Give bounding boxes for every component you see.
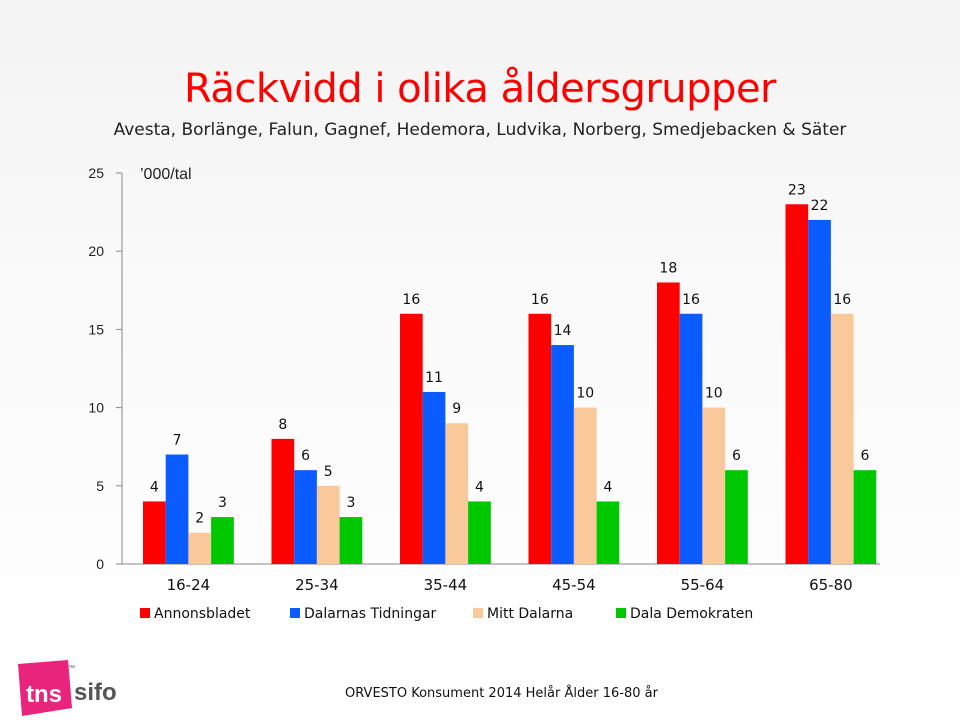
bar bbox=[573, 407, 597, 564]
data-label: 3 bbox=[218, 495, 227, 511]
bar bbox=[679, 313, 703, 564]
y-tick-label: 15 bbox=[88, 321, 104, 337]
chart-subtitle: Avesta, Borlänge, Falun, Gagnef, Hedemor… bbox=[113, 120, 847, 140]
bar bbox=[400, 313, 423, 564]
data-label: 18 bbox=[659, 260, 677, 276]
logo-sifo-text: sifo bbox=[74, 679, 117, 706]
y-tick-label: 5 bbox=[96, 478, 104, 494]
bar bbox=[702, 407, 726, 564]
bar bbox=[785, 204, 809, 564]
bar bbox=[468, 501, 491, 564]
footer-source: ORVESTO Konsument 2014 Helår Ålder 16-80… bbox=[345, 686, 658, 701]
bar bbox=[316, 485, 340, 564]
data-label: 11 bbox=[425, 370, 443, 386]
data-label: 22 bbox=[811, 198, 829, 214]
bar bbox=[211, 517, 234, 564]
bar bbox=[445, 423, 469, 564]
data-label: 6 bbox=[301, 448, 310, 464]
bar bbox=[853, 470, 877, 564]
bar bbox=[808, 219, 831, 565]
data-label: 4 bbox=[150, 479, 159, 495]
bar bbox=[188, 532, 212, 564]
data-label: 10 bbox=[576, 386, 594, 402]
data-label: 23 bbox=[788, 182, 806, 198]
legend-item: Mitt Dalarna bbox=[473, 606, 573, 622]
bar bbox=[528, 313, 552, 564]
chart-title: Räckvidd i olika åldersgrupper bbox=[183, 66, 777, 112]
unit-label: ’000/tal bbox=[140, 166, 192, 183]
logo-tns-text: tns bbox=[26, 681, 62, 708]
data-label: 10 bbox=[705, 386, 723, 402]
data-label: 7 bbox=[173, 433, 182, 449]
legend-label: Mitt Dalarna bbox=[487, 606, 574, 622]
x-tick-label: 16-24 bbox=[167, 576, 211, 594]
bar bbox=[165, 454, 189, 564]
data-label: 16 bbox=[682, 292, 700, 308]
legend-item: Dalarnas Tidningar bbox=[290, 606, 436, 622]
data-label: 9 bbox=[452, 401, 461, 417]
bar bbox=[725, 470, 748, 564]
legend-label: Dalarnas Tidningar bbox=[304, 606, 437, 622]
data-label: 5 bbox=[324, 464, 333, 480]
logo-tm: ™ bbox=[68, 665, 75, 672]
data-label: 6 bbox=[860, 448, 869, 464]
bar bbox=[294, 470, 317, 564]
legend-label: Annonsbladet bbox=[154, 606, 251, 622]
y-tick-label: 0 bbox=[96, 556, 104, 572]
data-label: 16 bbox=[531, 292, 549, 308]
data-label: 8 bbox=[278, 417, 287, 433]
legend-label: Dala Demokraten bbox=[630, 606, 754, 622]
bar bbox=[271, 438, 295, 564]
tns-sifo-logo: tns sifo ™ bbox=[18, 660, 117, 716]
data-label: 16 bbox=[833, 292, 851, 308]
bar bbox=[339, 517, 363, 564]
y-tick-label: 10 bbox=[88, 400, 104, 416]
legend-swatch bbox=[616, 608, 626, 618]
data-label: 4 bbox=[603, 479, 612, 495]
legend-swatch bbox=[473, 608, 483, 618]
bar bbox=[657, 282, 680, 564]
legend-item: Dala Demokraten bbox=[616, 606, 753, 622]
bar bbox=[830, 313, 854, 564]
bar bbox=[143, 501, 166, 564]
x-tick-label: 25-34 bbox=[295, 576, 339, 594]
data-label: 3 bbox=[346, 495, 355, 511]
y-tick-label: 25 bbox=[88, 165, 104, 181]
chart-bars bbox=[143, 204, 877, 565]
y-tick-label: 20 bbox=[88, 243, 104, 259]
bar bbox=[422, 391, 446, 564]
logo-badge bbox=[18, 660, 72, 716]
data-label: 4 bbox=[475, 479, 484, 495]
x-tick-label: 45-54 bbox=[552, 576, 596, 594]
bar bbox=[551, 345, 574, 564]
x-tick-label: 35-44 bbox=[424, 576, 468, 594]
x-tick-label: 65-80 bbox=[809, 576, 853, 594]
data-label: 2 bbox=[195, 511, 204, 527]
bar bbox=[596, 501, 620, 564]
data-label: 16 bbox=[402, 292, 420, 308]
legend-item: Annonsbladet bbox=[140, 606, 250, 622]
data-label: 14 bbox=[554, 323, 572, 339]
x-tick-label: 55-64 bbox=[681, 576, 725, 594]
data-label: 6 bbox=[732, 448, 741, 464]
legend-swatch bbox=[140, 608, 150, 618]
legend-swatch bbox=[290, 608, 300, 618]
